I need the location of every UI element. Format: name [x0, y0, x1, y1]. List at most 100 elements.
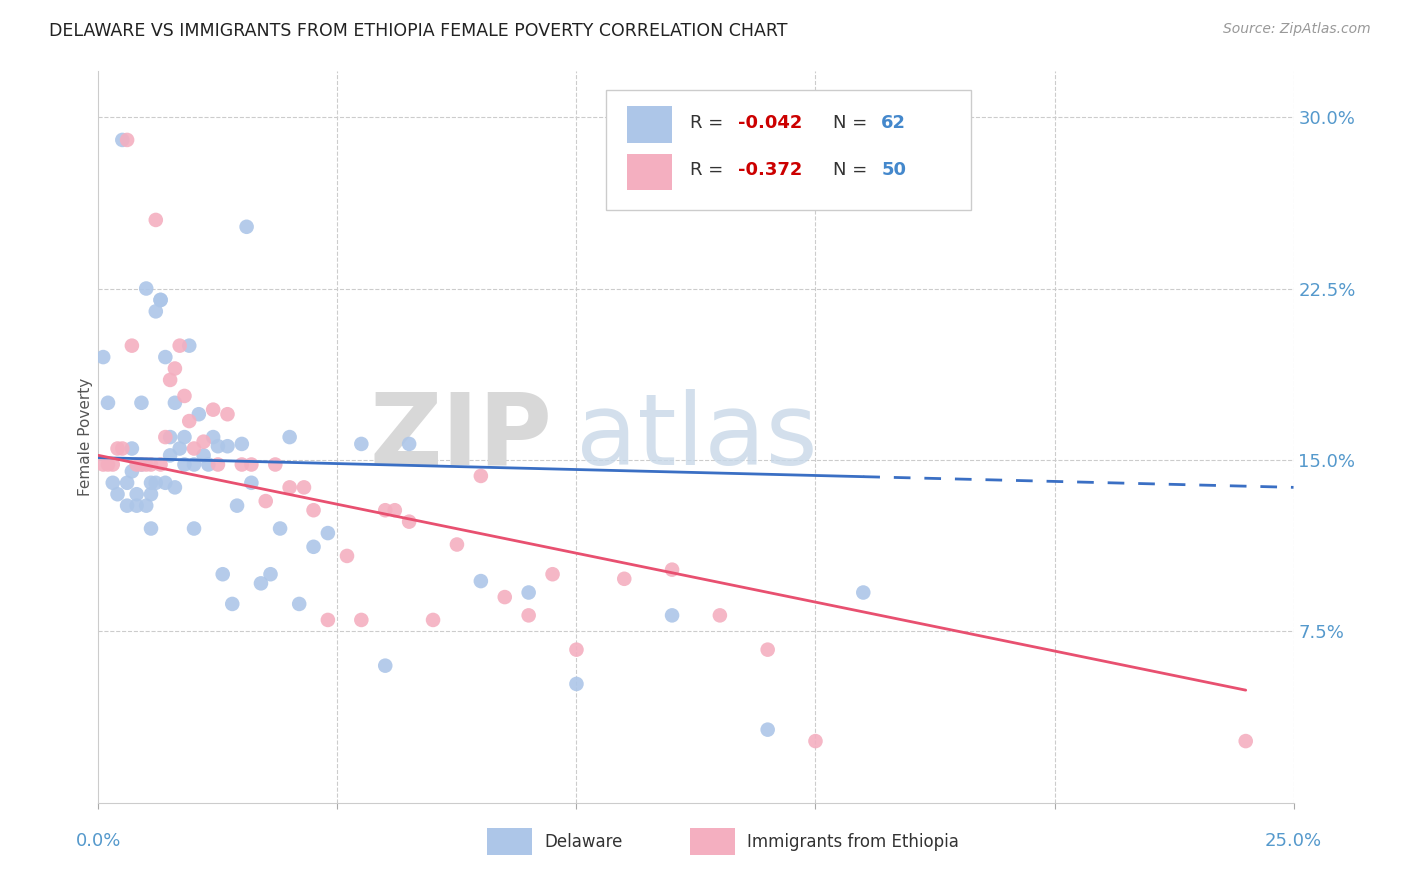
Point	[131, 458, 153, 472]
Point	[278, 430, 301, 444]
Point	[149, 458, 172, 472]
Point	[292, 480, 315, 494]
Point	[173, 389, 195, 403]
Text: Immigrants from Ethiopia: Immigrants from Ethiopia	[748, 832, 959, 851]
Point	[517, 608, 540, 623]
Point	[398, 515, 420, 529]
FancyBboxPatch shape	[627, 154, 672, 190]
Point	[1234, 734, 1257, 748]
Point	[179, 338, 201, 352]
Point	[470, 574, 492, 588]
FancyBboxPatch shape	[606, 90, 972, 211]
Point	[446, 537, 468, 551]
Text: 62: 62	[882, 113, 907, 131]
Point	[494, 590, 516, 604]
Point	[217, 407, 239, 421]
Point	[145, 475, 167, 490]
Point	[226, 499, 249, 513]
Point	[709, 608, 731, 623]
Text: 0.0%: 0.0%	[76, 832, 121, 850]
Point	[121, 338, 143, 352]
Point	[565, 642, 588, 657]
Point	[179, 414, 201, 428]
Point	[278, 480, 301, 494]
Point	[207, 458, 229, 472]
Point	[661, 608, 683, 623]
Point	[183, 521, 205, 535]
Point	[207, 439, 229, 453]
Point	[202, 430, 225, 444]
Point	[115, 499, 138, 513]
Point	[217, 439, 239, 453]
Point	[350, 437, 373, 451]
Text: 50: 50	[882, 161, 907, 179]
Y-axis label: Female Poverty: Female Poverty	[77, 378, 93, 496]
Point	[384, 503, 406, 517]
Point	[259, 567, 281, 582]
Point	[155, 475, 177, 490]
Point	[517, 585, 540, 599]
Point	[135, 281, 157, 295]
Point	[254, 494, 277, 508]
Point	[250, 576, 273, 591]
FancyBboxPatch shape	[627, 106, 672, 143]
Point	[97, 396, 120, 410]
Text: R =: R =	[690, 161, 728, 179]
Point	[756, 642, 779, 657]
Point	[91, 458, 114, 472]
Text: atlas: atlas	[576, 389, 818, 485]
Point	[374, 503, 396, 517]
Point	[139, 487, 162, 501]
Point	[202, 402, 225, 417]
Point	[756, 723, 779, 737]
Point	[101, 475, 124, 490]
Point	[115, 133, 138, 147]
Point	[211, 567, 233, 582]
Point	[235, 219, 257, 234]
Point	[125, 499, 148, 513]
Text: Delaware: Delaware	[544, 832, 623, 851]
Text: -0.372: -0.372	[738, 161, 803, 179]
Point	[125, 458, 148, 472]
Point	[111, 133, 134, 147]
Point	[131, 396, 153, 410]
Point	[115, 475, 138, 490]
Point	[187, 407, 209, 421]
Text: -0.042: -0.042	[738, 113, 803, 131]
Point	[193, 449, 215, 463]
Point	[231, 437, 253, 451]
Point	[155, 350, 177, 364]
Text: R =: R =	[690, 113, 728, 131]
Point	[101, 458, 124, 472]
Point	[139, 521, 162, 535]
Point	[302, 503, 325, 517]
Point	[107, 487, 129, 501]
Point	[125, 487, 148, 501]
Point	[173, 458, 195, 472]
FancyBboxPatch shape	[486, 828, 533, 855]
Text: 25.0%: 25.0%	[1265, 832, 1322, 850]
Point	[91, 350, 114, 364]
Point	[288, 597, 311, 611]
Point	[661, 563, 683, 577]
Point	[197, 458, 219, 472]
Point	[135, 499, 157, 513]
Point	[316, 526, 339, 541]
Point	[111, 442, 134, 456]
Text: N =: N =	[834, 161, 873, 179]
Point	[613, 572, 636, 586]
Point	[269, 521, 291, 535]
Point	[163, 396, 186, 410]
Point	[336, 549, 359, 563]
Point	[264, 458, 287, 472]
Point	[149, 293, 172, 307]
Point	[145, 304, 167, 318]
Point	[374, 658, 396, 673]
Text: DELAWARE VS IMMIGRANTS FROM ETHIOPIA FEMALE POVERTY CORRELATION CHART: DELAWARE VS IMMIGRANTS FROM ETHIOPIA FEM…	[49, 22, 787, 40]
Text: ZIP: ZIP	[370, 389, 553, 485]
Point	[240, 458, 263, 472]
Point	[804, 734, 827, 748]
Point	[183, 458, 205, 472]
Point	[240, 475, 263, 490]
Point	[155, 430, 177, 444]
